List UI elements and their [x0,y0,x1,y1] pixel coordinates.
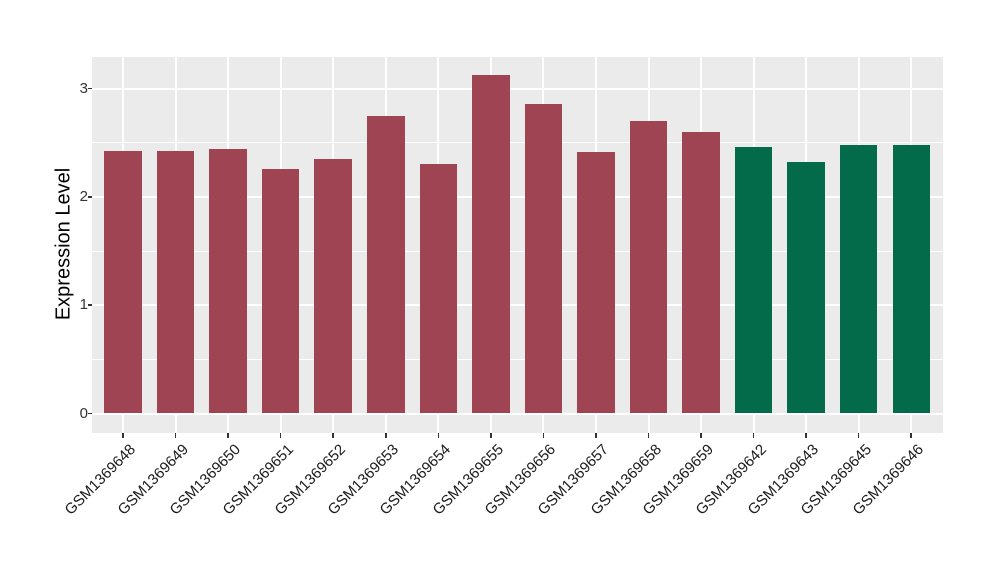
x-tick-mark [910,433,913,438]
gridline-minor [92,142,943,144]
y-tick-label: 0 [79,404,88,422]
bar [577,152,615,414]
y-tick-mark [87,412,92,415]
x-tick-mark [384,433,387,438]
x-tick-mark [122,433,124,438]
bar [261,168,300,414]
y-tick-label: 2 [79,187,88,205]
x-tick-mark [857,433,860,438]
y-tick-label: 3 [79,79,88,97]
bar [156,151,195,414]
y-tick-mark [87,196,92,198]
gridline-major [92,304,943,307]
x-tick-mark [647,433,650,438]
x-tick-mark [595,433,597,438]
x-tick-mark [542,433,545,438]
bar [734,147,773,414]
bar [314,158,352,414]
bar [629,121,668,414]
x-tick-mark [174,433,177,438]
y-tick-mark [87,87,92,90]
gridline-minor [92,358,943,360]
x-tick-mark [700,433,702,438]
x-tick-mark [332,433,334,438]
x-tick-mark [227,433,229,438]
bar [472,74,510,414]
x-tick-mark [437,433,440,438]
bar [892,144,930,414]
bar [104,151,142,414]
bar [682,131,720,414]
x-tick-mark [279,433,282,438]
plot-panel [92,57,943,433]
bar [367,115,405,414]
x-tick-mark [752,433,755,438]
bar [524,103,563,414]
y-tick-mark [87,304,92,306]
bar [787,162,825,414]
bar [419,164,458,414]
gridline-minor [92,250,943,252]
y-tick-label: 1 [79,296,88,314]
x-tick-mark [490,433,492,438]
gridline-major [92,87,943,90]
bar [209,149,247,414]
x-tick-mark [805,433,807,438]
gridline-major [92,412,943,415]
bar [839,144,878,414]
gridline-major [92,195,943,198]
